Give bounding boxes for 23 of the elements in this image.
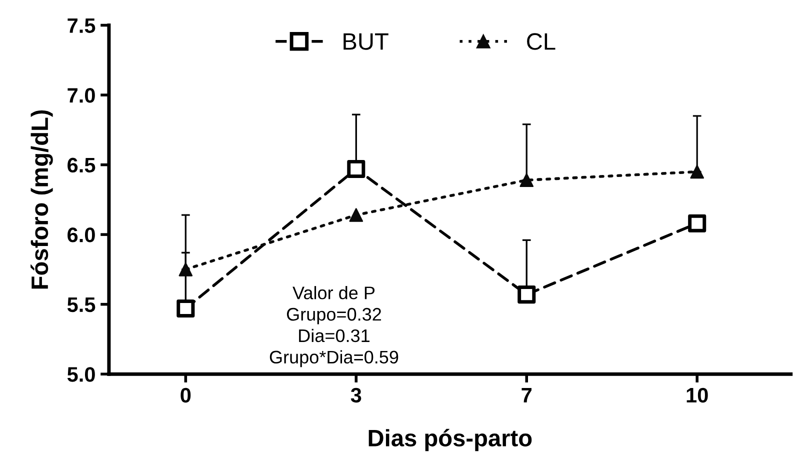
y-tick-label: 5.0	[67, 367, 95, 382]
point	[178, 262, 193, 276]
y-axis-title: Fósforo (mg/dL)	[30, 110, 53, 289]
annotation: Valor de P Grupo=0.32 Dia=0.31 Grupo*Dia=0.59	[270, 286, 398, 368]
point	[520, 173, 534, 188]
x-tick-label: 0	[180, 388, 191, 403]
y-tick-label: 7.0	[68, 88, 95, 103]
x-tick-label: 7	[522, 388, 532, 402]
y-tick-label: 6.5	[68, 158, 96, 173]
y-tick-label: 7.5	[68, 18, 96, 33]
point	[690, 164, 704, 179]
legend-label: CL	[527, 33, 556, 50]
y-tick-label: 5.5	[67, 298, 96, 312]
point	[176, 299, 195, 318]
point	[688, 214, 706, 232]
y-tick-label: 6.0	[68, 228, 95, 242]
legend-label: BUT	[344, 33, 388, 50]
point	[349, 208, 364, 222]
x-tick-label: 3	[350, 388, 362, 403]
x-tick-label: 10	[686, 388, 708, 403]
x-axis-title: Dias pós-parto	[368, 428, 532, 452]
point	[518, 286, 536, 304]
point	[347, 160, 366, 178]
